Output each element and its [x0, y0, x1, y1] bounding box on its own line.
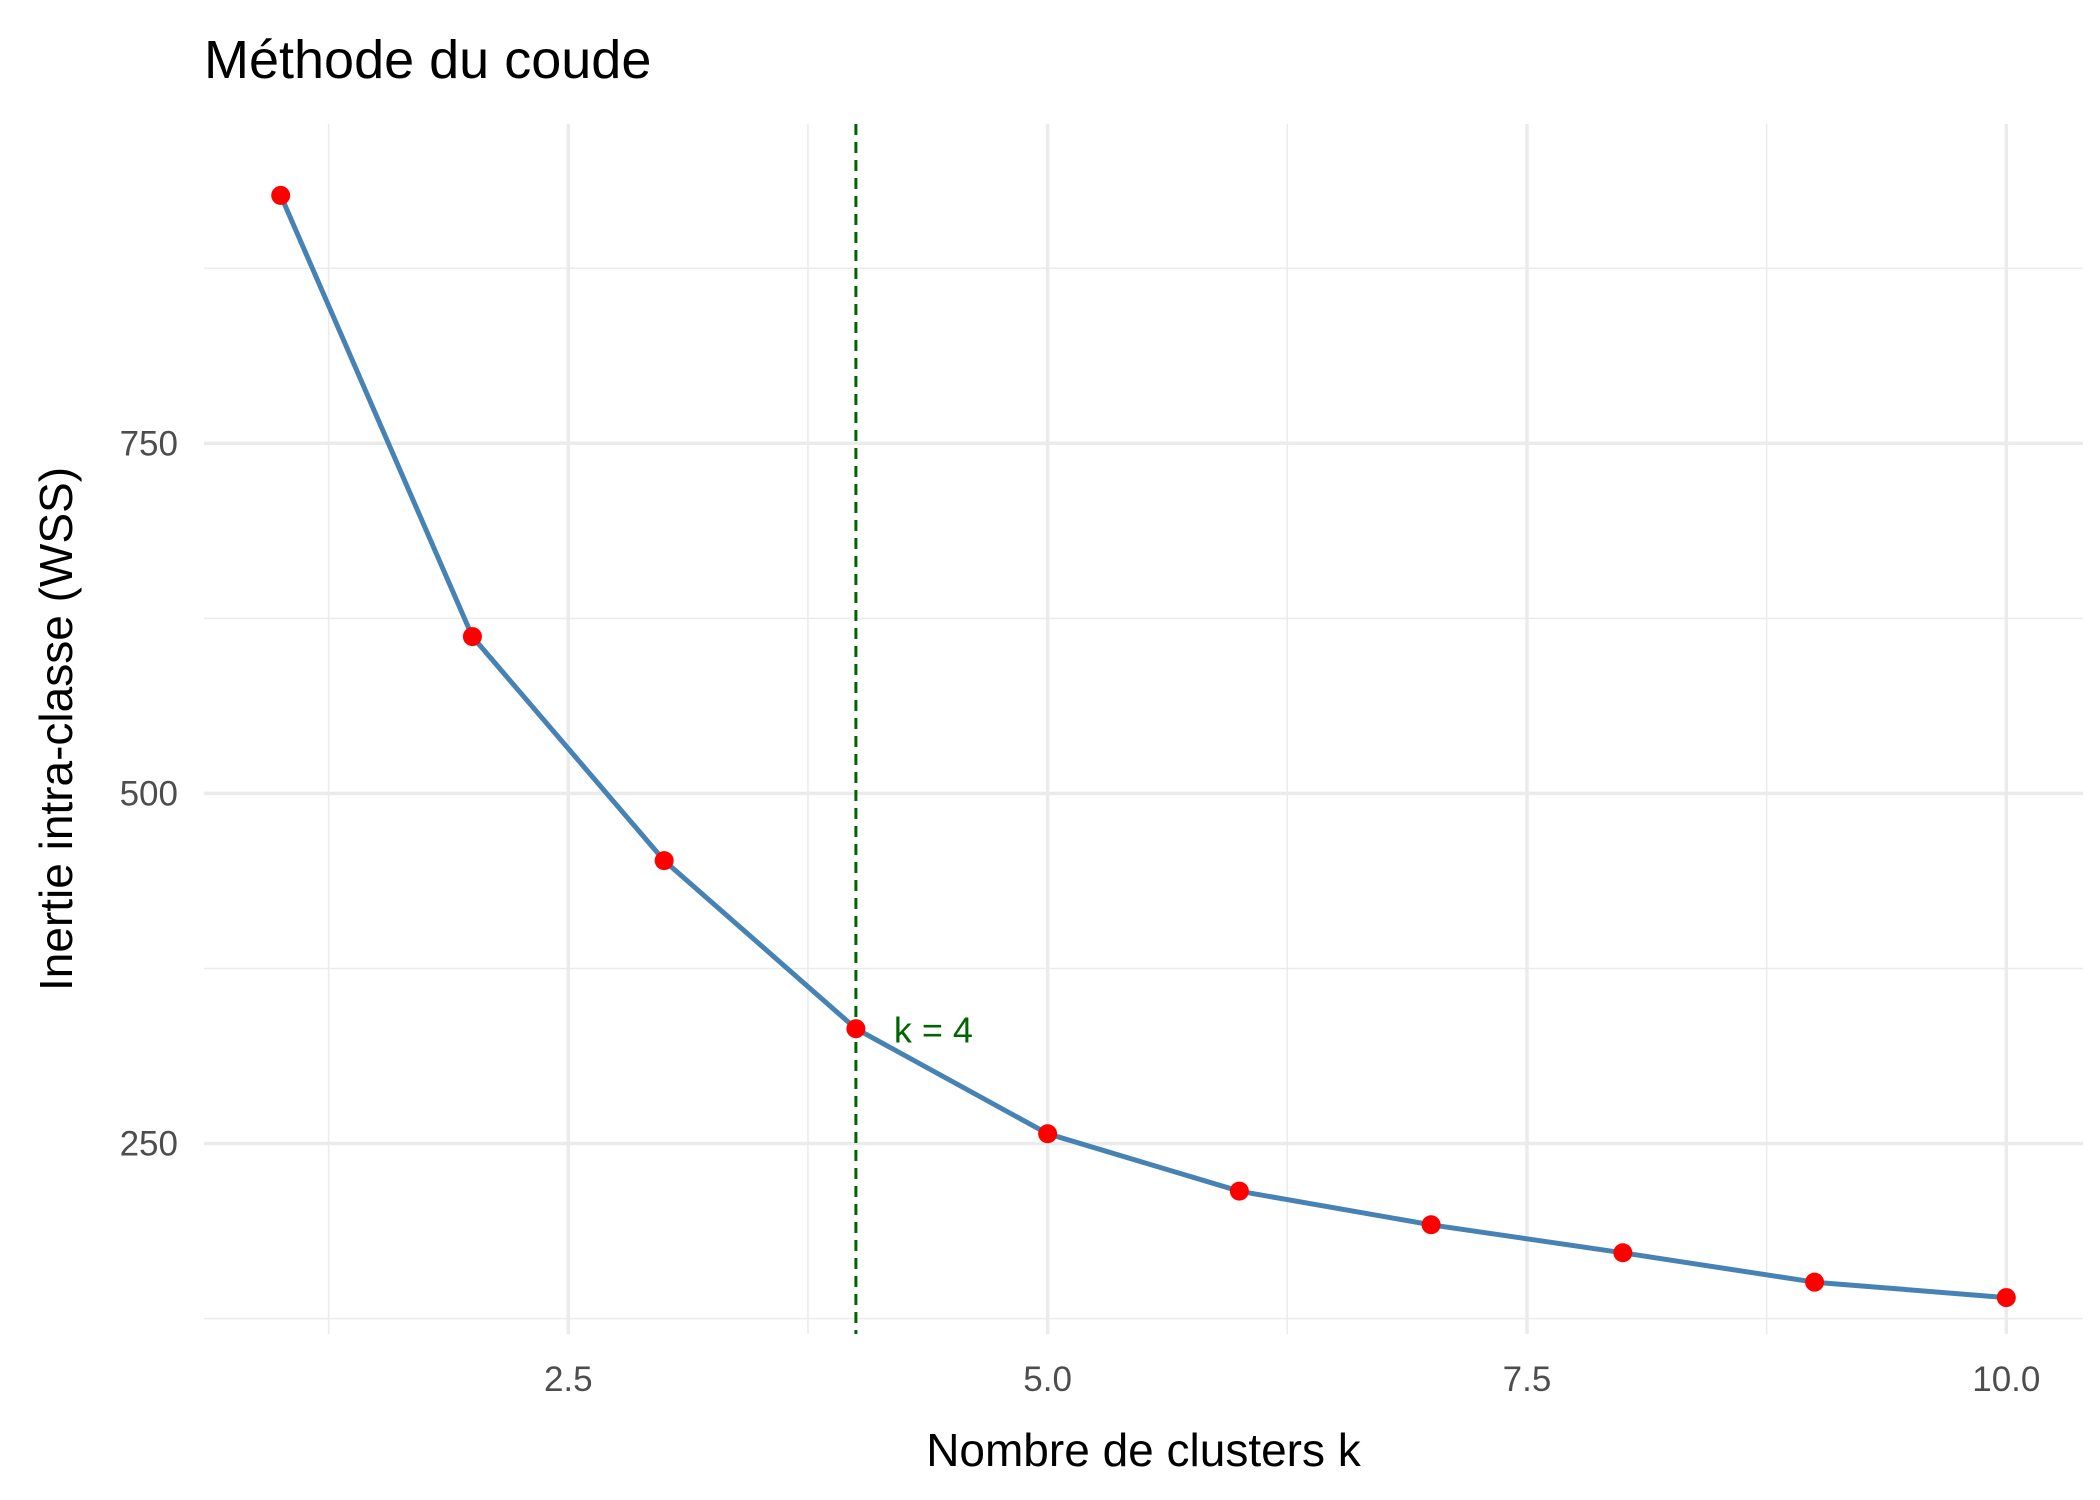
data-point-k2	[462, 627, 482, 647]
x-tick-label: 5.0	[1023, 1360, 1072, 1399]
data-point-k6	[1229, 1181, 1249, 1201]
x-axis-tick-labels: 2.5 5.0 7.5 10.0	[544, 1360, 2040, 1399]
y-tick-label: 250	[120, 1125, 178, 1164]
x-axis-title: Nombre de clusters k	[926, 1424, 1362, 1476]
data-point-k9	[1805, 1272, 1825, 1292]
data-point-k3	[654, 851, 674, 871]
data-point-k4	[846, 1019, 866, 1039]
data-point-k1	[271, 185, 291, 205]
y-tick-label: 750	[120, 424, 178, 463]
data-point-k8	[1613, 1243, 1633, 1263]
y-axis-title: Inertie intra-classe (WSS)	[30, 467, 82, 991]
data-point-k5	[1038, 1124, 1058, 1144]
y-axis-tick-labels: 250 500 750	[120, 424, 178, 1163]
data-point-k7	[1421, 1215, 1441, 1235]
wss-series-points	[271, 185, 2016, 1308]
data-point-k10	[1996, 1288, 2016, 1308]
chart-title: Méthode du coude	[204, 30, 651, 90]
reference-line-label: k = 4	[894, 1010, 973, 1051]
x-tick-label: 10.0	[1972, 1360, 2040, 1399]
x-tick-label: 2.5	[544, 1360, 593, 1399]
major-grid	[204, 124, 2083, 1334]
wss-series-line	[278, 194, 2007, 1301]
y-tick-label: 500	[120, 774, 178, 813]
x-tick-label: 7.5	[1503, 1360, 1552, 1399]
minor-grid	[204, 124, 2083, 1334]
